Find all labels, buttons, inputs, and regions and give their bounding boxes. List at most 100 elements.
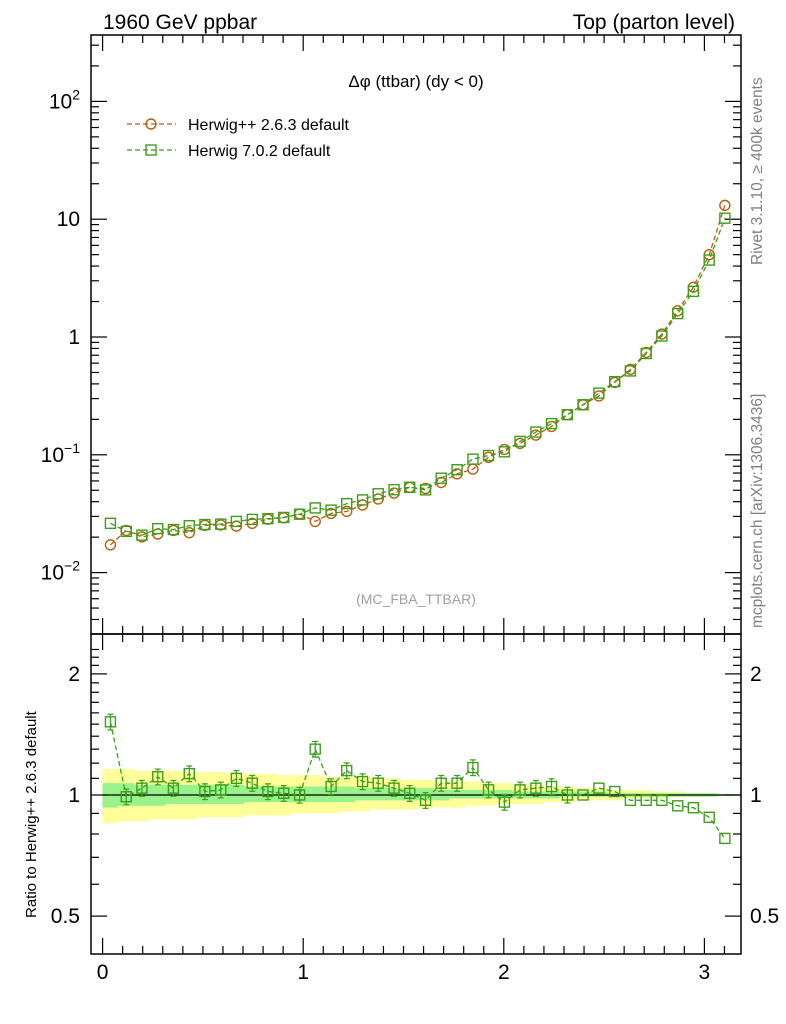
- main-plot-panel: 10−2 10−1 1 10 102 Δφ (ttbar) (dy < 0) (MC_F…: [41, 34, 742, 635]
- ratio-data-point-square: [278, 787, 290, 799]
- ratio-plot-frame: [90, 633, 742, 955]
- ratio-data-point-square: [293, 789, 306, 801]
- series-line: [109, 205, 726, 546]
- ratio-data-point-square: [246, 777, 258, 789]
- data-point-circle: [719, 199, 731, 212]
- data-point-square: [199, 518, 211, 531]
- x-tick-label: 0: [97, 961, 109, 984]
- ratio-y-tick-label-left: 1: [68, 784, 80, 807]
- ratio-data-point-square: [514, 784, 526, 796]
- ratio-data-point-square: [152, 771, 164, 783]
- data-point-square: [530, 426, 542, 438]
- ratio-data-point-square: [687, 801, 700, 814]
- data-point-square: [482, 449, 495, 462]
- ratio-data-point-square: [230, 772, 243, 785]
- y-tick-label: 102: [49, 86, 80, 113]
- ratio-data-point-square: [451, 777, 463, 789]
- ratio-data-point-square: [577, 789, 589, 801]
- ratio-data-point-square: [372, 777, 384, 789]
- ratio-y-tick-label-right: 0.5: [750, 905, 779, 928]
- y-tick-label: 10: [57, 208, 80, 231]
- ratio-y-tick-label-left: 0.5: [51, 905, 80, 928]
- ratio-plot-series: [104, 713, 731, 845]
- data-point-square: [278, 511, 290, 524]
- header-right: Top (parton level): [573, 11, 735, 34]
- data-point-square: [609, 375, 621, 388]
- data-point-circle: [104, 539, 117, 551]
- data-point-square: [719, 212, 731, 224]
- x-axis-tick-labels: 0 1 2 3: [97, 961, 710, 984]
- main-plot-ticks: 10−2 10−1 1 10 102: [41, 35, 741, 634]
- data-point-square: [435, 472, 447, 484]
- data-point-square: [104, 517, 117, 530]
- x-tick-label: 2: [498, 961, 510, 984]
- data-point-square: [577, 399, 589, 411]
- data-point-square: [246, 513, 258, 526]
- data-point-square: [451, 464, 463, 476]
- data-point-square: [167, 523, 180, 536]
- ratio-data-point-square: [167, 782, 180, 794]
- data-point-circle: [561, 408, 574, 421]
- ratio-data-point-square: [404, 787, 416, 799]
- ratio-data-point-square: [530, 782, 542, 794]
- ratio-series-line: [109, 721, 726, 839]
- data-point-square: [120, 525, 132, 538]
- ratio-data-point-square: [719, 832, 731, 845]
- ratio-data-point-square: [262, 785, 274, 798]
- ratio-data-point-square: [624, 794, 637, 807]
- data-point-circle: [341, 505, 353, 518]
- ratio-data-point-square: [120, 791, 132, 803]
- data-point-square: [325, 504, 337, 516]
- data-point-square: [293, 508, 306, 520]
- data-point-square: [561, 408, 574, 421]
- data-point-square: [687, 285, 700, 298]
- data-point-square: [136, 529, 148, 541]
- ratio-data-point-square: [672, 800, 684, 812]
- data-point-circle: [309, 515, 321, 528]
- side-label-rivet: Rivet 3.1.10, ≥ 400k events: [749, 77, 766, 265]
- data-point-square: [498, 446, 511, 458]
- ratio-plot-ticks: 0.5 0.5 1 1 2 2: [51, 634, 779, 954]
- ratio-data-point-square: [640, 794, 652, 807]
- data-point-square: [183, 520, 195, 532]
- data-point-square: [341, 497, 353, 510]
- ratio-data-point-square: [656, 794, 668, 807]
- ratio-data-point-square: [467, 761, 479, 774]
- series-line: [110, 217, 726, 536]
- ratio-y-tick-label-right: 1: [750, 784, 762, 807]
- data-point-square: [356, 494, 369, 506]
- ratio-data-point-square: [388, 782, 400, 794]
- ratio-data-point-square: [341, 764, 353, 777]
- data-point-square: [640, 347, 652, 360]
- ratio-data-point-square: [419, 794, 432, 807]
- data-point-circle: [183, 527, 195, 539]
- data-point-square: [309, 502, 321, 514]
- data-point-square: [215, 518, 227, 530]
- ratio-data-point-square: [325, 780, 337, 793]
- ratio-data-point-square: [104, 716, 117, 728]
- x-tick-label: 1: [297, 961, 309, 984]
- data-point-square: [545, 417, 558, 430]
- ratio-plot-panel: 0.5 0.5 1 1 2 2 Ratio to Herwig++ 2.6.3 defau…: [23, 633, 779, 955]
- legend-label: Herwig++ 2.6.3 default: [188, 117, 350, 134]
- data-point-square: [152, 522, 164, 535]
- header-left: 1960 GeV ppbar: [103, 11, 257, 34]
- legend-label: Herwig 7.0.2 default: [188, 143, 331, 160]
- legend-marker-square: [145, 144, 157, 156]
- data-point-square: [467, 453, 479, 465]
- ratio-data-point-square: [136, 782, 148, 794]
- main-plot-title: Δφ (ttbar) (dy < 0): [348, 72, 483, 91]
- data-point-square: [262, 512, 274, 525]
- legend: Herwig++ 2.6.3 default Herwig 7.0.2 defau…: [127, 117, 350, 160]
- y-tick-label: 10−2: [41, 558, 81, 585]
- ratio-data-point-square: [609, 785, 621, 798]
- ratio-y-axis-label: Ratio to Herwig++ 2.6.3 default: [23, 710, 40, 918]
- y-tick-label: 10−1: [41, 440, 81, 467]
- main-plot-series: [104, 199, 731, 551]
- ratio-data-point-square: [545, 780, 558, 793]
- data-point-square: [624, 365, 637, 377]
- ratio-y-tick-label-right: 2: [750, 663, 762, 686]
- data-point-square: [230, 515, 243, 528]
- ratio-y-tick-label-left: 2: [68, 663, 80, 686]
